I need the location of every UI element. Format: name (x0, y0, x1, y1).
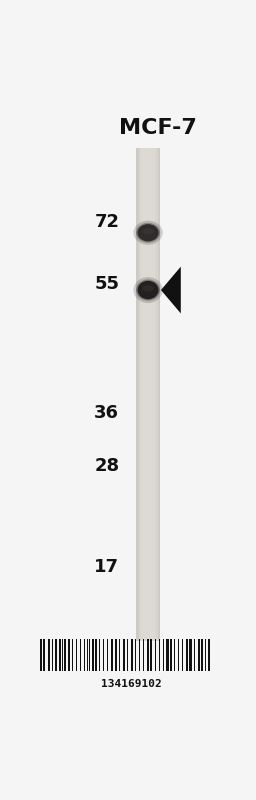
Ellipse shape (133, 277, 163, 303)
Bar (95, 638, 97, 670)
Bar (51, 638, 53, 670)
Bar (139, 638, 140, 670)
Bar (123, 638, 125, 670)
Bar (80, 638, 81, 670)
Bar (194, 638, 195, 670)
Bar (44, 638, 45, 670)
Bar (182, 638, 183, 670)
Ellipse shape (142, 228, 154, 234)
Ellipse shape (142, 286, 154, 292)
Bar (174, 638, 175, 670)
Bar (107, 638, 108, 670)
Bar (143, 638, 144, 670)
Bar (99, 638, 100, 670)
Text: 17: 17 (94, 558, 119, 576)
Bar (147, 638, 149, 670)
Bar (127, 638, 128, 670)
Bar (189, 638, 191, 670)
Bar (201, 638, 203, 670)
Bar (64, 638, 66, 670)
Text: 36: 36 (94, 404, 119, 422)
Bar (55, 638, 57, 670)
Bar (166, 638, 168, 670)
Ellipse shape (136, 279, 160, 301)
Bar (141, 148, 155, 641)
Text: 134169102: 134169102 (101, 679, 162, 690)
Ellipse shape (136, 223, 160, 242)
Bar (155, 638, 156, 670)
Bar (170, 638, 172, 670)
Ellipse shape (137, 224, 158, 242)
Bar (72, 638, 73, 670)
Bar (178, 638, 179, 670)
Bar (136, 148, 138, 641)
Bar (131, 638, 133, 670)
Bar (62, 638, 63, 670)
Bar (115, 638, 117, 670)
Bar (111, 638, 113, 670)
Text: 72: 72 (94, 214, 119, 231)
Text: 28: 28 (94, 457, 119, 474)
Bar (48, 638, 50, 670)
Bar (135, 638, 136, 670)
Bar (136, 148, 160, 641)
Text: 55: 55 (94, 275, 119, 293)
Bar (103, 638, 104, 670)
Bar (92, 638, 94, 670)
Bar (59, 638, 61, 670)
Bar (76, 638, 77, 670)
Bar (119, 638, 120, 670)
Bar (84, 638, 85, 670)
Bar (89, 638, 90, 670)
Ellipse shape (133, 221, 163, 245)
Bar (163, 638, 164, 670)
Bar (40, 638, 42, 670)
Bar (208, 638, 209, 670)
Ellipse shape (137, 281, 158, 299)
Bar (198, 638, 200, 670)
Bar (150, 638, 153, 670)
Bar (186, 638, 188, 670)
Bar (158, 148, 160, 641)
Text: MCF-7: MCF-7 (119, 118, 197, 138)
Bar (68, 638, 70, 670)
Bar (159, 638, 160, 670)
Polygon shape (161, 266, 181, 314)
Bar (87, 638, 88, 670)
